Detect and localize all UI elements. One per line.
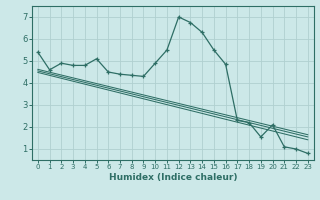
X-axis label: Humidex (Indice chaleur): Humidex (Indice chaleur) (108, 173, 237, 182)
